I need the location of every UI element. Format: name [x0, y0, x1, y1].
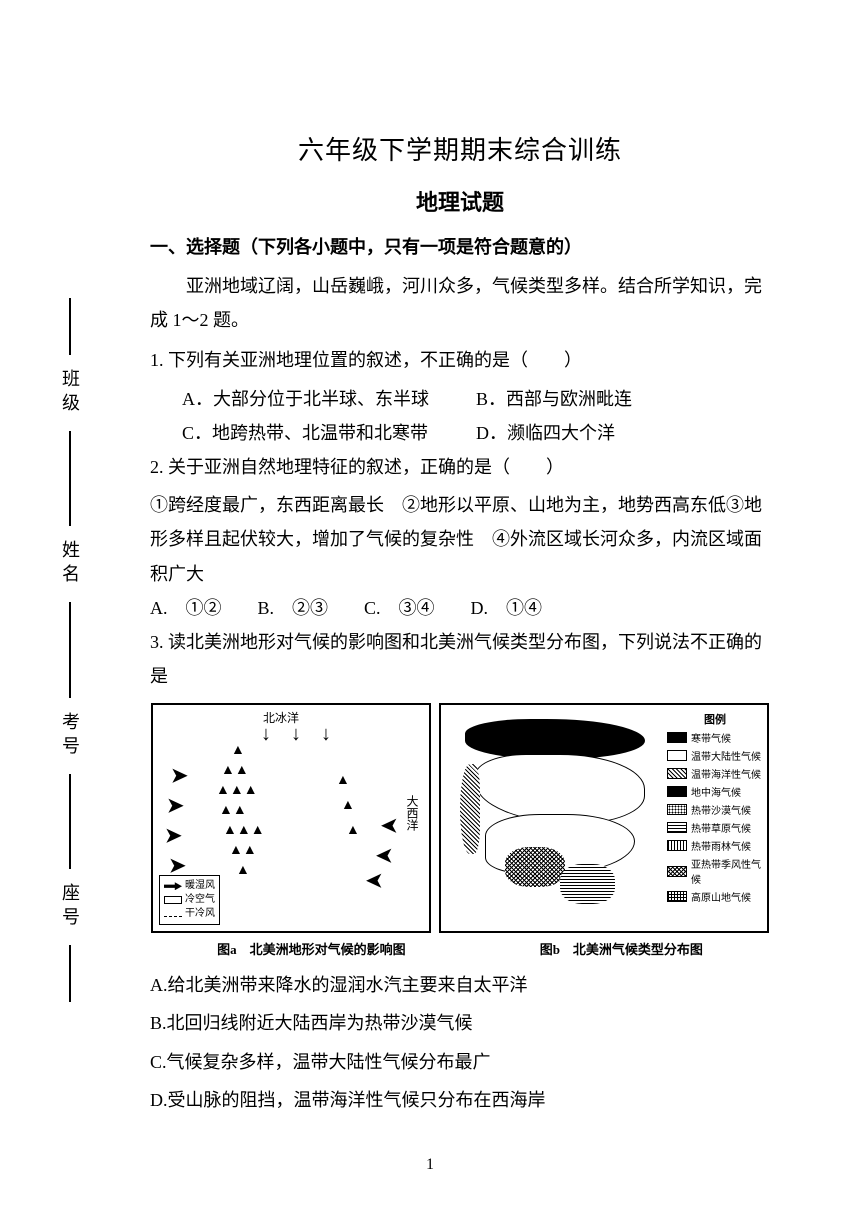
- legend-title: 图例: [667, 711, 763, 727]
- swatch-icon: [667, 732, 687, 743]
- question-1-stem: 1. 下列有关亚洲地理位置的叙述，不正确的是（ ）: [150, 343, 770, 377]
- legend-item: 温带海洋性气候: [691, 766, 761, 781]
- figure-b-caption: 图b 北美洲气候类型分布图: [540, 939, 703, 958]
- figure-b-climate-map: 图例 寒带气候 温带大陆性气候 温带海洋性气候 地中海气候 热带沙漠气候 热带草…: [439, 703, 769, 933]
- swatch-icon: [667, 768, 687, 779]
- legend-item: 亚热带季风性气候: [691, 856, 763, 886]
- figure-b-map-area: [445, 709, 665, 929]
- wind-arrow-icon: ➤: [171, 763, 188, 788]
- legend-dry-label: 干冷风: [185, 907, 215, 921]
- wind-arrow-icon: ➤: [167, 793, 184, 818]
- section-header: 一、选择题（下列各小题中，只有一项是符合题意的）: [150, 233, 770, 259]
- figure-a-legend: 暖湿风 冷空气 干冷风: [159, 875, 220, 925]
- q1-option-a: A．大部分位于北半球、东半球: [182, 382, 476, 416]
- page-title: 六年级下学期期末综合训练: [150, 130, 770, 167]
- cold-arrow-icon: ↓: [291, 723, 301, 746]
- q1-option-b: B．西部与欧洲毗连: [476, 382, 770, 416]
- question-2-stem: 2. 关于亚洲自然地理特征的叙述，正确的是（ ）: [150, 450, 770, 484]
- page-number: 1: [426, 1156, 434, 1174]
- legend-item: 温带大陆性气候: [691, 748, 761, 763]
- mountain-icon: ▲▲: [229, 843, 257, 859]
- warm-arrow-icon: ➤: [376, 843, 393, 868]
- mountain-icon: ▲: [341, 798, 355, 814]
- legend-item: 热带草原气候: [691, 820, 751, 835]
- exam-page: 六年级下学期期末综合训练 地理试题 一、选择题（下列各小题中，只有一项是符合题意…: [0, 0, 860, 1161]
- q3-option-d: D.受山脉的阻挡，温带海洋性气候只分布在西海岸: [150, 1083, 770, 1117]
- figure-a-terrain-map: 北冰洋 大西洋 ▲ ▲▲ ▲▲▲ ▲▲ ▲▲▲ ▲▲ ▲ ▲ ▲ ▲ ↓ ↓ ↓…: [151, 703, 431, 933]
- legend-cold-label: 冷空气: [185, 893, 215, 907]
- legend-item: 热带雨林气候: [691, 838, 751, 853]
- swatch-icon: [667, 822, 687, 833]
- swatch-icon: [667, 750, 687, 761]
- climate-region: [505, 847, 565, 887]
- swatch-icon: [667, 840, 687, 851]
- question-2-options: A. ①② B. ②③ C. ③④ D. ①④: [150, 591, 770, 625]
- warm-arrow-icon: ➤: [381, 813, 398, 838]
- legend-warm-icon: [164, 882, 182, 890]
- mountain-icon: ▲: [231, 743, 245, 759]
- q3-option-c: C.气候复杂多样，温带大陆性气候分布最广: [150, 1045, 770, 1079]
- q1-option-d: D．濒临四大个洋: [476, 416, 770, 450]
- mountain-icon: ▲: [336, 773, 350, 789]
- legend-cold-icon: [164, 896, 182, 904]
- mountain-icon: ▲▲▲: [216, 783, 258, 799]
- figure-row: 北冰洋 大西洋 ▲ ▲▲ ▲▲▲ ▲▲ ▲▲▲ ▲▲ ▲ ▲ ▲ ▲ ↓ ↓ ↓…: [150, 703, 770, 933]
- warm-arrow-icon: ➤: [366, 868, 383, 893]
- question-3-stem: 3. 读北美洲地形对气候的影响图和北美洲气候类型分布图，下列说法不正确的是: [150, 625, 770, 693]
- q3-option-a: A.给北美洲带来降水的湿润水汽主要来自太平洋: [150, 968, 770, 1002]
- mountain-icon: ▲▲: [219, 803, 247, 819]
- intro-text: 亚洲地域辽阔，山岳巍峨，河川众多，气候类型多样。结合所学知识，完成 1～2 题。: [150, 269, 770, 337]
- mountain-icon: ▲▲: [221, 763, 249, 779]
- figure-b-legend: 图例 寒带气候 温带大陆性气候 温带海洋性气候 地中海气候 热带沙漠气候 热带草…: [667, 711, 763, 907]
- legend-item: 寒带气候: [691, 730, 731, 745]
- climate-region: [560, 864, 615, 904]
- question-1-options: A．大部分位于北半球、东半球 B．西部与欧洲毗连 C．地跨热带、北温带和北寒带 …: [150, 382, 770, 450]
- mountain-icon: ▲: [346, 823, 360, 839]
- q1-option-c: C．地跨热带、北温带和北寒带: [182, 416, 476, 450]
- legend-item: 高原山地气候: [691, 889, 751, 904]
- q3-option-b: B.北回归线附近大陆西岸为热带沙漠气候: [150, 1006, 770, 1040]
- question-2-statements: ①跨经度最广，东西距离最长 ②地形以平原、山地为主，地势西高东低③地形多样且起伏…: [150, 488, 770, 591]
- mountain-icon: ▲▲▲: [223, 823, 265, 839]
- wind-arrow-icon: ➤: [165, 823, 182, 848]
- swatch-icon: [667, 804, 687, 815]
- swatch-icon: [667, 891, 687, 902]
- legend-item: 地中海气候: [691, 784, 741, 799]
- legend-warm-label: 暖湿风: [185, 879, 215, 893]
- climate-region: [460, 764, 480, 854]
- mountain-icon: ▲: [236, 863, 250, 879]
- page-subtitle: 地理试题: [150, 185, 770, 217]
- cold-arrow-icon: ↓: [261, 723, 271, 746]
- swatch-icon: [667, 786, 687, 797]
- figure-captions: 图a 北美洲地形对气候的影响图 图b 北美洲气候类型分布图: [150, 939, 770, 958]
- legend-dry-icon: [164, 916, 182, 917]
- swatch-icon: [667, 866, 687, 877]
- climate-region: [465, 719, 645, 759]
- cold-arrow-icon: ↓: [321, 723, 331, 746]
- figure-a-caption: 图a 北美洲地形对气候的影响图: [217, 939, 406, 958]
- legend-item: 热带沙漠气候: [691, 802, 751, 817]
